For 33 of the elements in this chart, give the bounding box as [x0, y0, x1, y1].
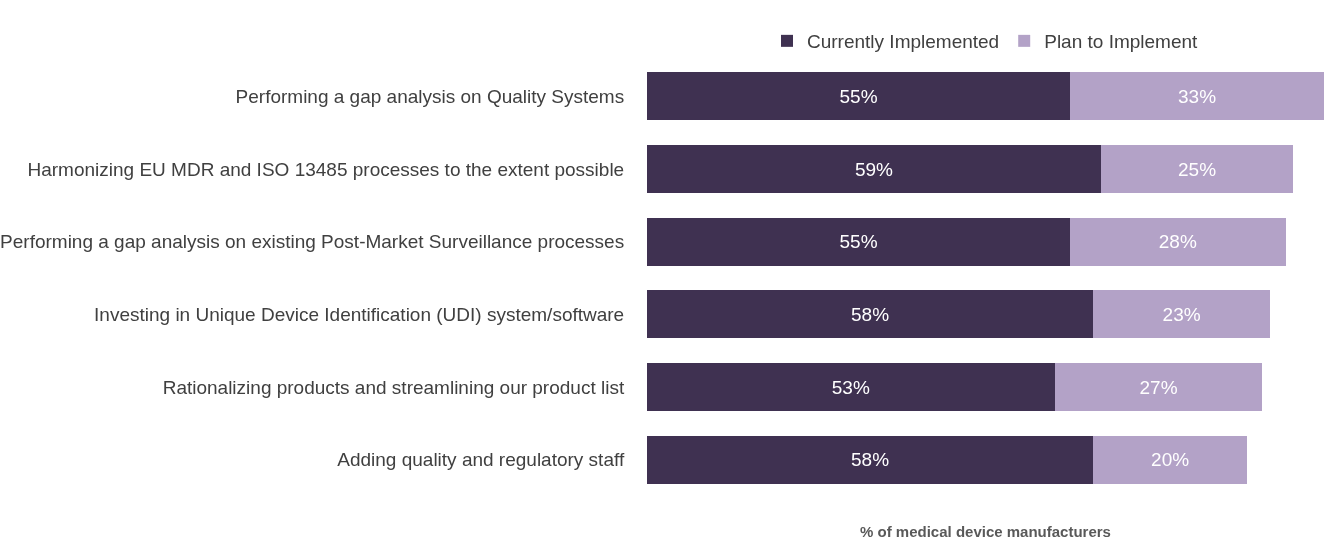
data-label: 25%	[1178, 158, 1217, 180]
bar	[1070, 72, 1324, 121]
data-label: 20%	[1151, 449, 1190, 471]
y-tick-label: Investing in Unique Device Identification (UDI) system/software	[94, 303, 625, 325]
data-label: 53%	[831, 376, 870, 398]
bar	[1100, 145, 1294, 193]
legend-label: Currently Implemented	[807, 31, 1000, 53]
bar	[1093, 290, 1271, 339]
bar	[647, 435, 1094, 484]
bar	[647, 363, 1055, 411]
y-tick-label: Adding quality and regulatory staff	[337, 449, 625, 471]
bar	[647, 290, 1094, 339]
data-label: 55%	[839, 85, 878, 107]
data-label: 28%	[1158, 231, 1197, 253]
legend-label: Plan to Implement	[1044, 31, 1199, 53]
data-label: 59%	[854, 158, 894, 180]
x-axis-title: % of medical device manufacturers	[860, 523, 1111, 540]
bar	[1093, 435, 1248, 484]
data-label: 58%	[851, 303, 890, 325]
data-label: 27%	[1139, 376, 1178, 398]
data-label: 58%	[851, 449, 890, 471]
y-tick-label: Performing a gap analysis on Quality Systems	[235, 85, 625, 107]
data-label: 55%	[839, 231, 878, 253]
bar	[1054, 363, 1263, 411]
y-tick-label: Performing a gap analysis on existing Post-Market Surveillance processes	[0, 231, 625, 253]
y-tick-label: Rationalizing products and streamlining our product list	[162, 376, 625, 398]
bar	[647, 145, 1101, 193]
bar	[647, 217, 1071, 266]
y-tick-label: Harmonizing EU MDR and ISO 13485 processes to the extent possible	[27, 158, 625, 180]
bar	[1070, 217, 1286, 266]
data-label: 33%	[1178, 85, 1217, 107]
data-label: 23%	[1162, 303, 1201, 325]
bar	[647, 72, 1071, 121]
